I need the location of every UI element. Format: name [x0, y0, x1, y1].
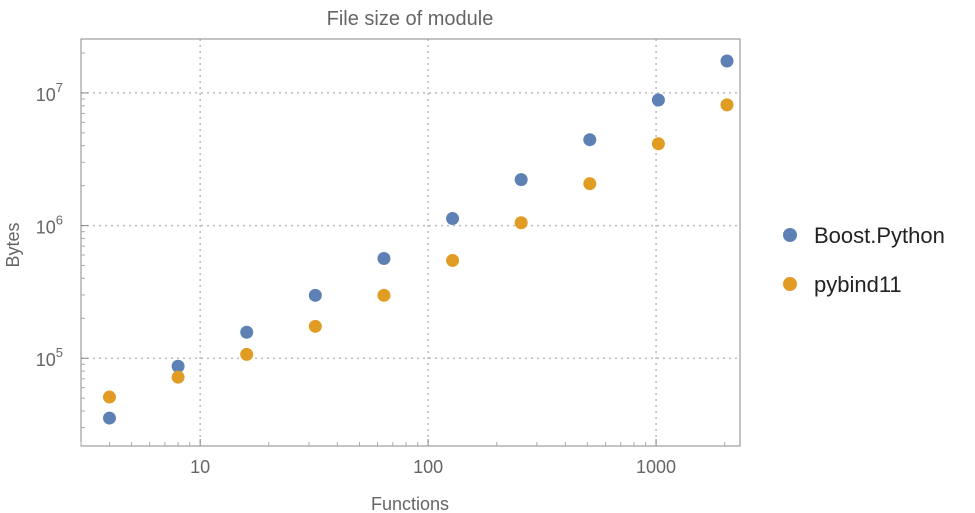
legend-label: Boost.Python [814, 223, 945, 248]
legend-label: pybind11 [814, 272, 902, 297]
x-axis-label: Functions [371, 494, 449, 513]
plot-frame [80, 38, 741, 447]
data-point-pybind11 [240, 347, 254, 361]
data-point-pybind11 [720, 98, 734, 112]
y-axis-label: Bytes [3, 222, 23, 267]
data-point-pybind11 [308, 319, 322, 333]
data-point-pybind11 [446, 253, 460, 267]
data-point-boost-python [102, 411, 116, 425]
data-point-pybind11 [651, 137, 665, 151]
data-point-pybind11 [377, 288, 391, 302]
data-point-pybind11 [171, 370, 185, 384]
data-point-boost-python [240, 325, 254, 339]
data-point-boost-python [651, 93, 665, 107]
data-point-boost-python [171, 359, 185, 373]
legend-marker [783, 277, 797, 291]
data-point-boost-python [377, 251, 391, 265]
chart-title: File size of module [327, 8, 494, 30]
x-tick-label: 1000 [636, 457, 676, 477]
x-tick-label: 100 [413, 457, 443, 477]
legend-marker [783, 228, 797, 242]
data-point-boost-python [720, 54, 734, 68]
data-point-boost-python [583, 133, 597, 147]
y-tick-label: 107 [36, 80, 63, 105]
data-point-pybind11 [102, 390, 116, 404]
data-point-pybind11 [514, 216, 528, 230]
data-point-boost-python [446, 212, 460, 226]
y-tick-label: 106 [36, 213, 63, 238]
data-point-boost-python [308, 288, 322, 302]
y-tick-label: 105 [36, 345, 63, 370]
data-point-pybind11 [583, 177, 597, 191]
legend: Boost.Python pybind11 [783, 223, 945, 297]
data-point-boost-python [514, 173, 528, 187]
x-tick-label: 10 [190, 457, 210, 477]
